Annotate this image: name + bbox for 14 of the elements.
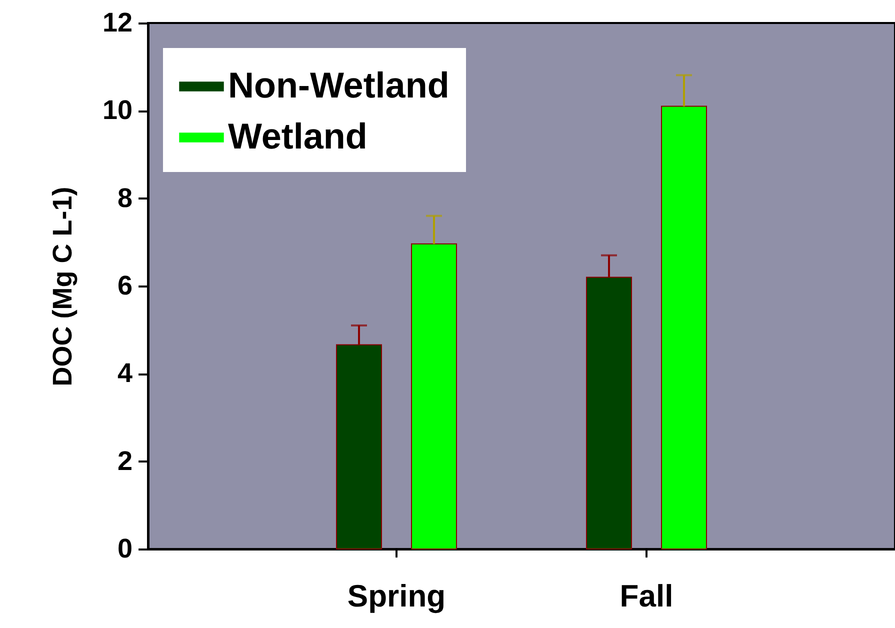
y-tick-label: 0 <box>117 534 132 564</box>
x-tick-label: Fall <box>620 578 674 614</box>
y-tick-label: 4 <box>117 358 132 388</box>
bar <box>411 243 457 550</box>
bar <box>661 106 707 550</box>
y-tick-label: 12 <box>102 8 132 38</box>
x-tick-label: Spring <box>347 578 446 614</box>
y-tick-label: 6 <box>117 270 132 300</box>
y-tick-label: 10 <box>102 95 132 126</box>
y-axis-title: DOC (Mg C L-1) <box>47 186 78 386</box>
y-tick-label: 8 <box>117 182 132 213</box>
legend-label: Wetland <box>228 116 368 156</box>
legend-label: Non-Wetland <box>228 64 450 106</box>
y-tick-label: 2 <box>117 446 132 476</box>
